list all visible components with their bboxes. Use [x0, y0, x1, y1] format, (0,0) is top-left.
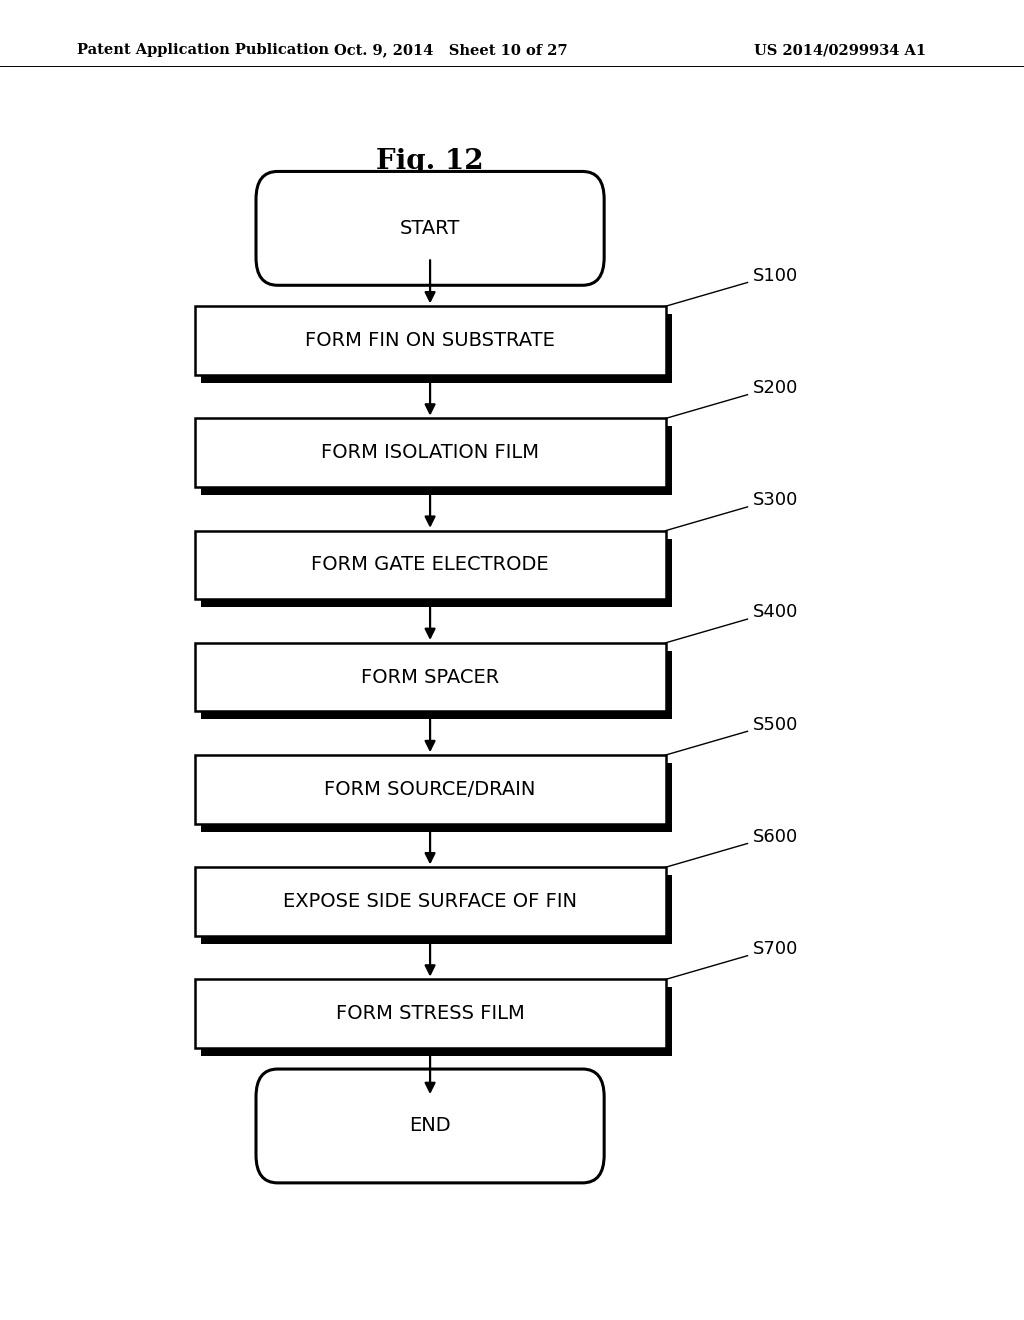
Text: END: END	[410, 1117, 451, 1135]
Bar	[195, 306, 666, 375]
Text: S200: S200	[753, 379, 798, 397]
Bar	[201, 987, 672, 1056]
Text: Patent Application Publication: Patent Application Publication	[77, 44, 329, 57]
Text: Oct. 9, 2014   Sheet 10 of 27: Oct. 9, 2014 Sheet 10 of 27	[334, 44, 567, 57]
Bar	[201, 875, 672, 944]
Text: S300: S300	[753, 491, 798, 510]
Text: FORM FIN ON SUBSTRATE: FORM FIN ON SUBSTRATE	[305, 331, 555, 350]
Bar	[201, 651, 672, 719]
Bar	[195, 643, 666, 711]
Bar	[195, 867, 666, 936]
Text: S700: S700	[753, 940, 798, 958]
Text: S500: S500	[753, 715, 798, 734]
Bar	[195, 531, 666, 599]
FancyBboxPatch shape	[256, 172, 604, 285]
Text: START: START	[400, 219, 460, 238]
Text: FORM SPACER: FORM SPACER	[360, 668, 500, 686]
Bar	[195, 755, 666, 824]
Text: FORM SOURCE/DRAIN: FORM SOURCE/DRAIN	[325, 780, 536, 799]
FancyBboxPatch shape	[256, 1069, 604, 1183]
Text: FORM STRESS FILM: FORM STRESS FILM	[336, 1005, 524, 1023]
Bar	[201, 763, 672, 832]
Text: Fig. 12: Fig. 12	[376, 148, 484, 174]
Bar	[201, 539, 672, 607]
Bar	[195, 418, 666, 487]
Text: S400: S400	[753, 603, 798, 622]
Text: FORM ISOLATION FILM: FORM ISOLATION FILM	[322, 444, 539, 462]
Bar	[201, 314, 672, 383]
Text: US 2014/0299934 A1: US 2014/0299934 A1	[754, 44, 926, 57]
Text: EXPOSE SIDE SURFACE OF FIN: EXPOSE SIDE SURFACE OF FIN	[283, 892, 578, 911]
Bar	[195, 979, 666, 1048]
Text: FORM GATE ELECTRODE: FORM GATE ELECTRODE	[311, 556, 549, 574]
Bar	[201, 426, 672, 495]
Text: S100: S100	[753, 267, 798, 285]
Text: S600: S600	[753, 828, 798, 846]
